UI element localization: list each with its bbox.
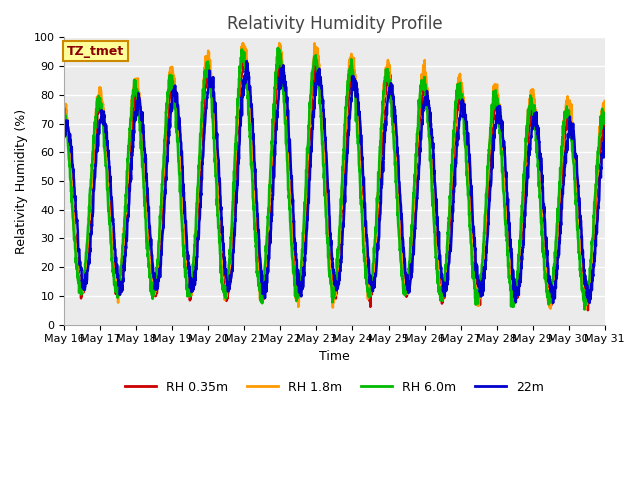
RH 6.0m: [568, 148, 576, 154]
RH 6.0m: [601, 120, 609, 126]
Line: 22m: 22m: [64, 61, 605, 303]
RH 6.0m: [274, 45, 282, 51]
RH 6.0m: [362, 269, 370, 275]
Legend: RH 0.35m, RH 1.8m, RH 6.0m, 22m: RH 0.35m, RH 1.8m, RH 6.0m, 22m: [120, 376, 549, 399]
22m: [601, 126, 609, 132]
22m: [492, 125, 499, 131]
RH 0.35m: [554, 245, 561, 251]
RH 1.8m: [582, 306, 589, 312]
RH 1.8m: [554, 230, 561, 236]
Title: Relativity Humidity Profile: Relativity Humidity Profile: [227, 15, 442, 33]
RH 0.35m: [362, 257, 370, 263]
RH 1.8m: [568, 123, 576, 129]
22m: [211, 109, 219, 115]
Line: RH 0.35m: RH 0.35m: [64, 52, 605, 310]
RH 6.0m: [60, 107, 68, 112]
22m: [60, 134, 68, 140]
RH 6.0m: [580, 307, 588, 312]
RH 0.35m: [211, 135, 219, 141]
RH 0.35m: [601, 123, 609, 129]
RH 0.35m: [568, 129, 576, 134]
Line: RH 1.8m: RH 1.8m: [64, 43, 605, 309]
RH 1.8m: [211, 140, 219, 145]
22m: [243, 58, 251, 64]
RH 6.0m: [554, 220, 561, 226]
RH 1.8m: [350, 66, 358, 72]
RH 0.35m: [60, 116, 68, 121]
RH 1.8m: [60, 100, 68, 106]
22m: [568, 128, 576, 133]
RH 0.35m: [241, 49, 248, 55]
22m: [554, 266, 561, 272]
Text: TZ_tmet: TZ_tmet: [67, 45, 124, 58]
RH 1.8m: [275, 40, 283, 46]
Line: RH 6.0m: RH 6.0m: [64, 48, 605, 310]
22m: [362, 218, 370, 224]
RH 0.35m: [350, 83, 358, 89]
RH 1.8m: [601, 98, 609, 104]
22m: [549, 300, 557, 306]
RH 1.8m: [362, 263, 370, 269]
RH 0.35m: [492, 96, 499, 101]
RH 0.35m: [584, 307, 592, 313]
X-axis label: Time: Time: [319, 350, 350, 363]
RH 6.0m: [350, 83, 358, 88]
22m: [350, 87, 358, 93]
Y-axis label: Relativity Humidity (%): Relativity Humidity (%): [15, 108, 28, 253]
RH 6.0m: [211, 155, 219, 161]
RH 6.0m: [492, 99, 499, 105]
RH 1.8m: [492, 91, 499, 97]
